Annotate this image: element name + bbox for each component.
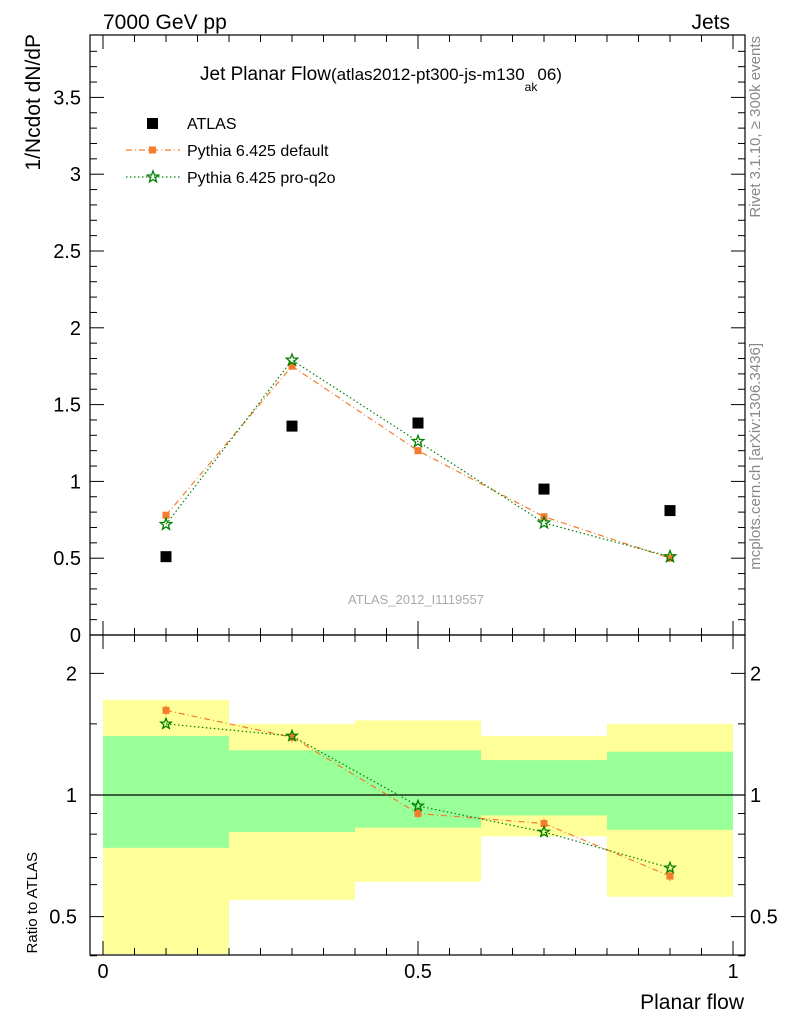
ratio-inner-band xyxy=(481,760,607,816)
main-y-tick-label: 2.5 xyxy=(53,241,81,263)
pythia-default-point xyxy=(162,511,170,519)
legend: ATLAS Pythia 6.425 default Pythia 6.425 … xyxy=(126,116,336,187)
atlas-data-point xyxy=(538,483,550,495)
pythia-default-line xyxy=(165,365,671,559)
pythia-default-point xyxy=(666,554,674,562)
main-series xyxy=(158,352,678,564)
ratio-pythia-proq2o-point xyxy=(663,860,677,874)
atlas-data-point xyxy=(664,505,676,517)
ratio-y-tick-label-right: 0.5 xyxy=(750,907,778,929)
pythia-proq2o-line xyxy=(165,359,671,558)
chart-title: Jet Planar Flow(atlas2012-pt300-js-m130a… xyxy=(200,64,562,94)
ratio-series xyxy=(159,705,677,882)
x-tick-label: 0 xyxy=(97,961,108,983)
main-y-tick-label: 0.5 xyxy=(53,548,81,570)
ratio-pythia-default-point xyxy=(414,809,422,817)
pythia-proq2o-point xyxy=(158,516,174,531)
pythia-proq2o-point xyxy=(536,515,552,530)
pythia-proq2o-point xyxy=(284,352,300,367)
x-tick-label: 0.5 xyxy=(404,961,432,983)
legend-label-atlas: ATLAS xyxy=(187,116,237,133)
ratio-inner-band xyxy=(229,750,355,832)
header-jets-label: Jets xyxy=(691,11,730,34)
ratio-y-tick-label: 2 xyxy=(66,663,77,685)
legend-marker-pythia-default xyxy=(149,146,156,154)
legend-label-pythia-proq2o: Pythia 6.425 pro-q2o xyxy=(187,170,336,187)
main-ticks: 0 0.5 1 1.5 2 2.5 3 3.5 xyxy=(53,50,745,647)
ratio-y-tick-label-right: 1 xyxy=(750,785,761,807)
ratio-pythia-proq2o-point xyxy=(411,798,425,812)
ratio-pythia-proq2o-point xyxy=(159,716,173,730)
ratio-panel: 0.5 0.5 1 1 2 2 xyxy=(49,634,778,957)
main-y-tick-label: 1 xyxy=(70,471,81,493)
header-energy-label: 7000 GeV pp xyxy=(103,11,227,34)
pythia-proq2o-point xyxy=(662,548,678,564)
atlas-data-point xyxy=(160,551,172,563)
legend-marker-atlas xyxy=(147,118,158,129)
chart-title-paren: (atlas2012-pt300-js-m130 xyxy=(331,65,525,84)
ratio-pythia-default-point xyxy=(540,820,548,828)
chart-title-main: Jet Planar Flow xyxy=(200,64,331,85)
legend-marker-pythia-proq2o xyxy=(145,169,161,184)
main-y-tick-label: 3.5 xyxy=(53,87,81,109)
ratio-bands xyxy=(103,699,733,954)
atlas-data-point xyxy=(412,417,424,429)
ratio-pythia-proq2o-point xyxy=(285,728,299,742)
chart-title-paren-close: 06) xyxy=(537,65,562,84)
pythia-proq2o-point xyxy=(410,433,426,448)
x-axis-title: Planar flow xyxy=(640,991,745,1014)
pythia-default-point xyxy=(288,362,296,370)
mcplots-label: mcplots.cern.ch [arXiv:1306.3436] xyxy=(747,343,764,570)
pythia-default-point xyxy=(414,447,422,455)
ratio-inner-band xyxy=(103,735,229,848)
ratio-ticks: 0.5 0.5 1 1 2 2 xyxy=(49,663,778,957)
ratio-pythia-default-point xyxy=(666,872,674,880)
ratio-y-axis-title: Ratio to ATLAS xyxy=(24,852,41,953)
main-y-tick-label: 1.5 xyxy=(53,395,81,417)
ratio-y-tick-label-right: 2 xyxy=(750,663,761,685)
ratio-pythia-default-point xyxy=(288,733,296,741)
ratio-pythia-proq2o-line xyxy=(165,723,671,869)
ratio-pythia-proq2o-point xyxy=(537,824,551,838)
rivet-label: Rivet 3.1.10, ≥ 300k events xyxy=(747,36,764,218)
x-tick-label: 1 xyxy=(727,961,738,983)
main-y-tick-label: 2 xyxy=(70,318,81,340)
ratio-y-tick-label: 0.5 xyxy=(49,907,77,929)
watermark: ATLAS_2012_I1119557 xyxy=(348,592,484,607)
legend-label-pythia-default: Pythia 6.425 default xyxy=(187,143,329,160)
main-y-tick-label: 0 xyxy=(70,625,81,647)
main-y-tick-label: 3 xyxy=(70,164,81,186)
atlas-data-point xyxy=(286,420,298,432)
main-y-axis-title: 1/Ncdot dN/dP xyxy=(22,34,45,171)
ratio-y-tick-label: 1 xyxy=(66,785,77,807)
chart-title-subscript: ak xyxy=(525,80,539,94)
ratio-inner-band xyxy=(607,751,733,830)
main-panel: 0 0.5 1 1.5 2 2.5 3 3.5 Jet Planar Flow(atlas20… xyxy=(53,34,746,647)
ratio-pythia-default-point xyxy=(162,706,170,714)
x-ticks: 0 0.5 1 xyxy=(97,35,739,983)
